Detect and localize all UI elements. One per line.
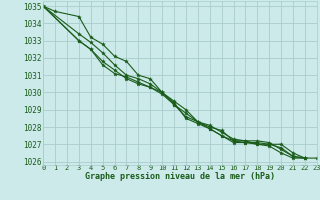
X-axis label: Graphe pression niveau de la mer (hPa): Graphe pression niveau de la mer (hPa) [85,172,275,181]
